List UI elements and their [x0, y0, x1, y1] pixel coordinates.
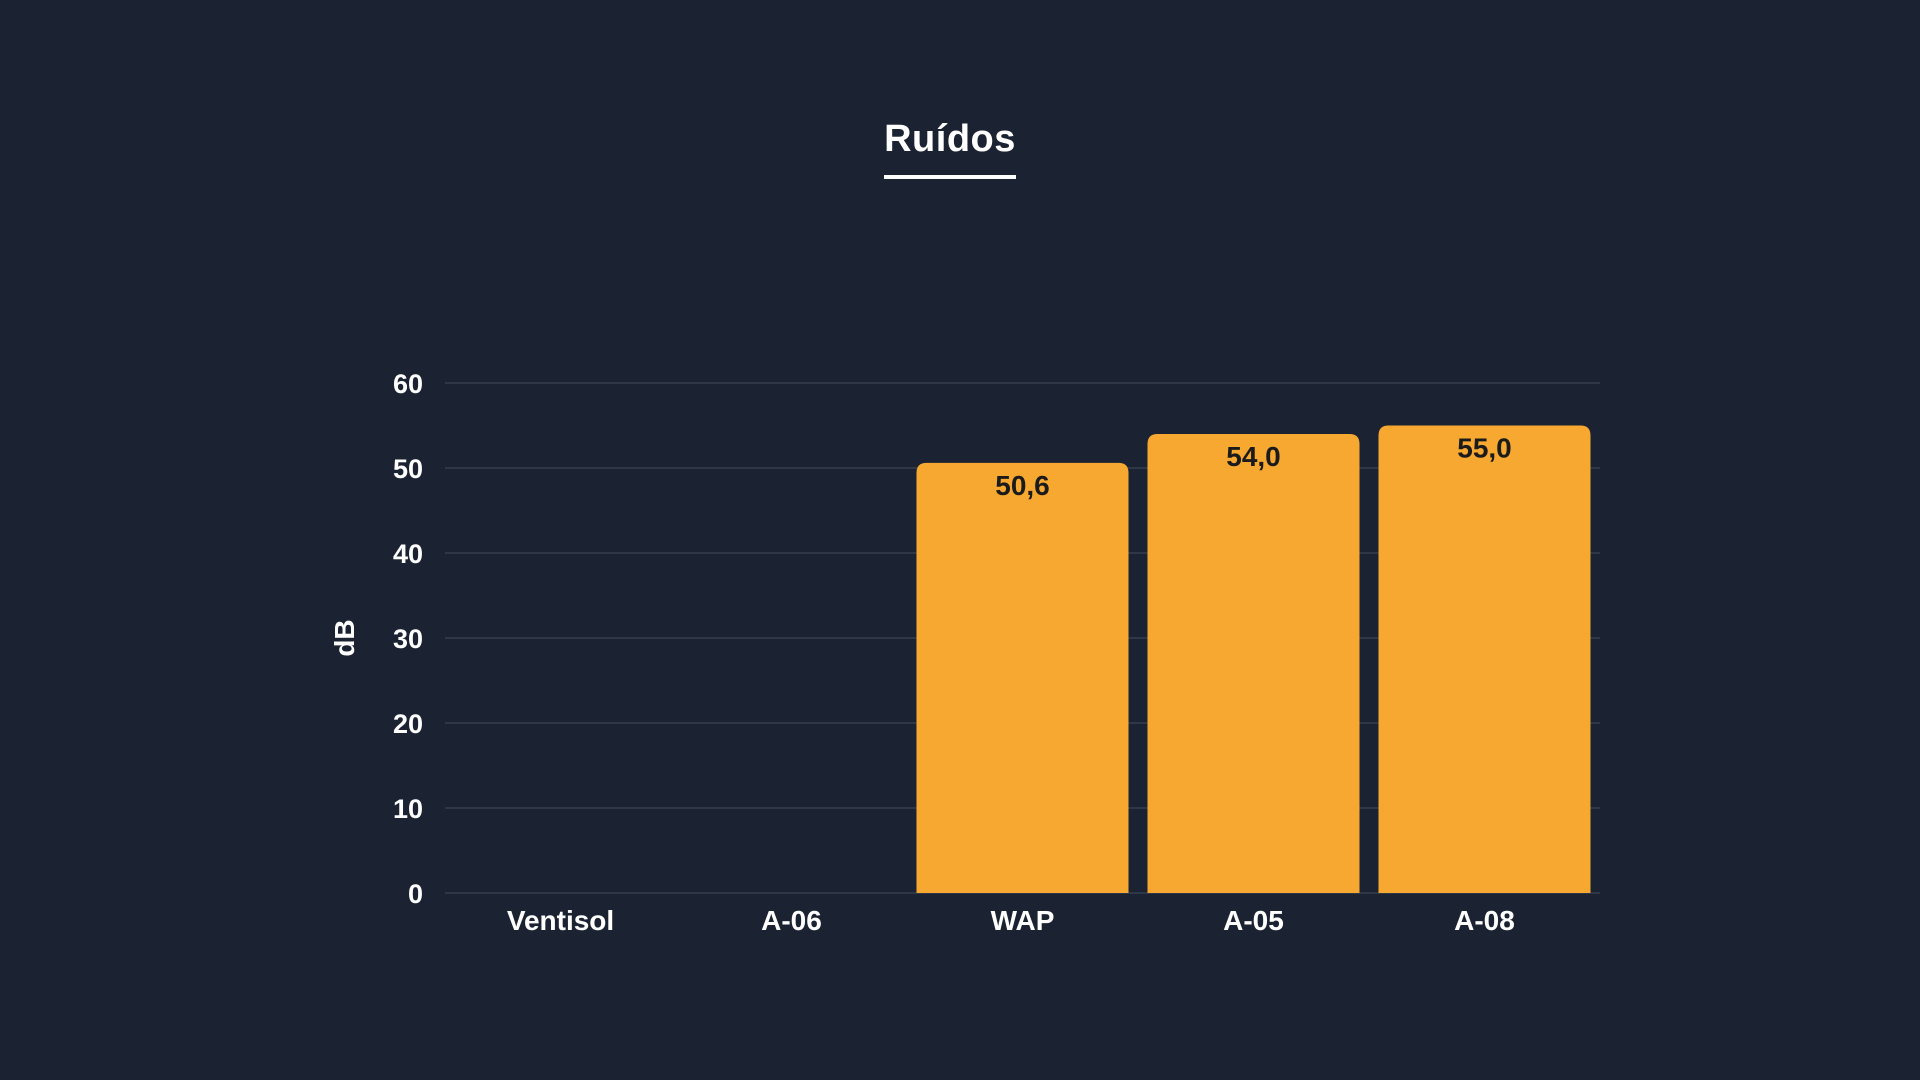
bar-a-08	[1378, 425, 1591, 893]
bar-a-05	[1147, 434, 1360, 893]
data-label-a-08: 55,0	[1457, 433, 1512, 464]
x-tick-label-a-06: A-06	[761, 905, 822, 936]
y-tick-label-20: 20	[393, 709, 423, 739]
y-tick-label-30: 30	[393, 624, 423, 654]
y-axis-ticks: 0 10 20 30 40 50 60	[393, 369, 423, 909]
x-tick-label-a-05: A-05	[1223, 905, 1284, 936]
y-axis-label: dB	[329, 619, 360, 656]
bar-wap	[916, 462, 1129, 893]
y-tick-label-50: 50	[393, 454, 423, 484]
y-tick-label-40: 40	[393, 539, 423, 569]
chart-title: Ruídos	[884, 118, 1016, 179]
data-label-wap: 50,6	[995, 470, 1050, 501]
chart-title-wrap: Ruídos	[0, 118, 1900, 179]
bars: 50,6 54,0 55,0	[916, 425, 1591, 893]
data-label-a-05: 54,0	[1226, 441, 1281, 472]
x-tick-label-wap: WAP	[991, 905, 1055, 936]
y-tick-label-0: 0	[408, 879, 423, 909]
x-axis-categories: Ventisol A-06 WAP A-05 A-08	[507, 905, 1515, 936]
y-tick-label-60: 60	[393, 369, 423, 399]
x-tick-label-ventisol: Ventisol	[507, 905, 614, 936]
x-tick-label-a-08: A-08	[1454, 905, 1515, 936]
y-tick-label-10: 10	[393, 794, 423, 824]
